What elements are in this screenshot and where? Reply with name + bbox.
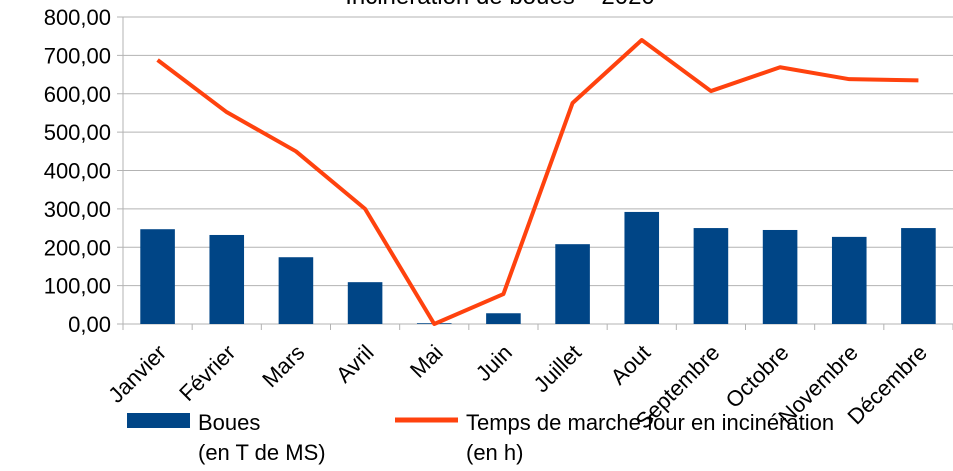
- x-tick-label: Mai: [405, 340, 448, 383]
- x-tick-label: Mars: [257, 340, 309, 392]
- x-tick-label: Avril: [331, 340, 379, 388]
- bar: [555, 244, 590, 324]
- y-tick-label: 400,00: [44, 159, 111, 184]
- y-tick-label: 800,00: [44, 5, 111, 30]
- bar: [831, 236, 867, 324]
- bar: [762, 229, 798, 324]
- bar: [347, 282, 383, 324]
- bar: [693, 228, 729, 324]
- bar: [140, 229, 175, 324]
- chart-title: Incinération de boues – 2020: [345, 0, 655, 10]
- x-tick-label: Juin: [471, 340, 517, 386]
- bar: [901, 228, 936, 324]
- x-tick-label: Aout: [606, 340, 656, 390]
- bar: [209, 234, 245, 324]
- legend-label: Temps de marche four en incinération (en…: [466, 410, 835, 465]
- bar: [624, 211, 660, 324]
- legend-label: Boues (en T de MS): [198, 410, 326, 465]
- legend-key: [127, 413, 190, 428]
- y-tick-label: 0,00: [68, 312, 111, 337]
- y-tick-label: 100,00: [44, 274, 111, 299]
- x-tick-label: Janvier: [103, 340, 171, 408]
- y-tick-label: 200,00: [44, 235, 111, 260]
- y-tick-label: 700,00: [44, 43, 111, 68]
- y-tick-label: 500,00: [44, 120, 111, 145]
- bar: [278, 257, 314, 324]
- x-tick-label: Février: [174, 340, 240, 406]
- y-tick-label: 600,00: [44, 82, 111, 107]
- bar: [486, 313, 521, 324]
- line: [156, 38, 919, 326]
- x-tick-label: Juillet: [529, 340, 586, 397]
- y-tick-label: 300,00: [44, 197, 111, 222]
